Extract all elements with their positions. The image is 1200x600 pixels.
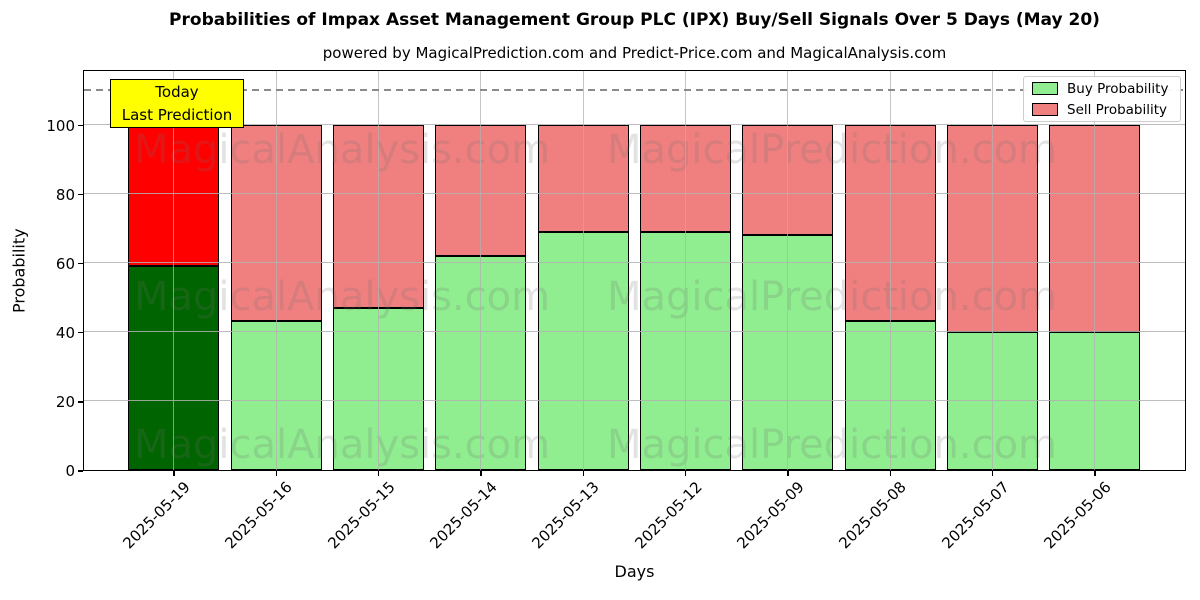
y-axis-label: Probability [9, 228, 29, 313]
legend-swatch-sell [1032, 103, 1058, 116]
grid-line-v [377, 71, 379, 470]
y-tick-label: 100 [46, 116, 75, 135]
plot-area [83, 70, 1186, 471]
grid-line-h [84, 123, 1185, 125]
legend-label-buy: Buy Probability [1067, 80, 1169, 97]
grid-line-v [173, 71, 175, 470]
legend-item-sell: Sell Probability [1032, 102, 1172, 118]
threshold-dashed-line [84, 89, 1185, 91]
x-tick-label: 2025-05-12 [630, 478, 706, 553]
legend-label-sell: Sell Probability [1067, 101, 1168, 118]
y-tick-label: 40 [55, 323, 75, 342]
x-tick-label: 2025-05-06 [1040, 478, 1115, 553]
x-tick-label: 2025-05-09 [733, 478, 808, 553]
grid-line-h [84, 262, 1185, 264]
x-axis-label: Days [614, 562, 655, 581]
y-tick-mark [78, 124, 83, 127]
x-tick-mark [787, 471, 789, 476]
y-tick-mark [78, 193, 83, 196]
x-tick-label: 2025-05-08 [835, 478, 911, 553]
annotation-line-2: Last Prediction [121, 105, 233, 124]
grid-line-v [480, 71, 482, 470]
x-tick-label: 2025-05-13 [528, 478, 604, 553]
today-annotation: Today Last Prediction [110, 79, 244, 128]
legend: Buy Probability Sell Probability [1023, 76, 1181, 122]
y-tick-label: 80 [55, 185, 75, 204]
x-tick-mark [992, 471, 994, 476]
y-tick-mark [78, 332, 83, 334]
x-tick-label: 2025-05-07 [937, 478, 1013, 553]
y-tick-label: 20 [55, 392, 75, 411]
legend-swatch-buy [1032, 82, 1058, 95]
y-tick-label: 0 [65, 462, 75, 480]
x-tick-mark [889, 471, 891, 476]
grid-line-v [275, 71, 277, 470]
y-tick-mark [78, 470, 83, 472]
y-tick-label: 60 [55, 254, 75, 273]
x-tick-label: 2025-05-14 [426, 478, 501, 553]
x-tick-mark [378, 471, 380, 476]
legend-item-buy: Buy Probability [1032, 81, 1172, 97]
x-tick-mark [173, 471, 175, 476]
grid-line-v [889, 71, 891, 470]
grid-line-v [1094, 71, 1096, 470]
grid-line-v [787, 71, 789, 470]
chart-title: Probabilities of Impax Asset Management … [169, 10, 1100, 30]
grid-line-v [991, 71, 993, 470]
x-tick-label: 2025-05-19 [119, 478, 194, 553]
grid-line-v [684, 71, 686, 470]
x-tick-mark [582, 471, 585, 476]
x-tick-mark [685, 471, 687, 476]
grid-line-v [582, 71, 584, 470]
x-tick-mark [275, 471, 278, 476]
x-tick-mark [480, 471, 482, 476]
x-tick-label: 2025-05-15 [324, 478, 399, 553]
x-tick-mark [1094, 471, 1096, 476]
y-tick-mark [78, 263, 83, 265]
chart-subtitle: powered by MagicalPrediction.com and Pre… [322, 44, 947, 62]
annotation-line-1: Today [155, 82, 199, 101]
grid-line-h [84, 400, 1185, 402]
grid-line-h [84, 193, 1185, 194]
grid-line-h [84, 331, 1185, 333]
y-tick-mark [78, 401, 83, 403]
x-tick-label: 2025-05-16 [221, 478, 297, 553]
